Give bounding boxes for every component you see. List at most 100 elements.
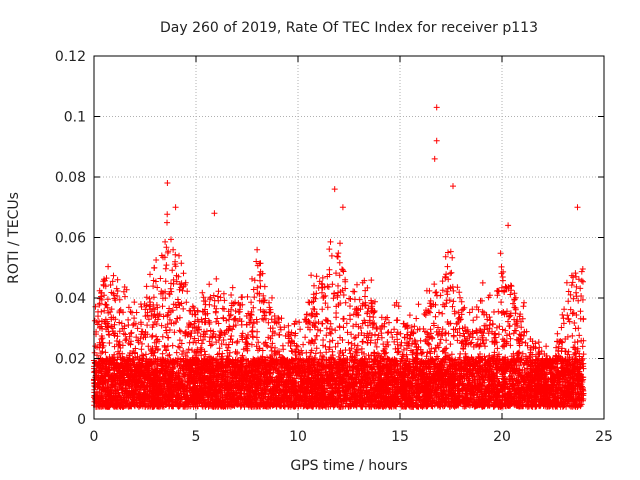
data-point: [254, 246, 261, 253]
data-point: [206, 338, 213, 345]
data-point: [498, 263, 505, 270]
data-point: [144, 322, 151, 329]
data-point: [226, 312, 233, 319]
data-point: [95, 308, 101, 315]
data-point: [173, 278, 180, 285]
data-point: [147, 271, 153, 278]
data-point: [432, 313, 439, 320]
data-point: [489, 321, 496, 328]
data-point: [214, 315, 221, 322]
data-point: [511, 304, 518, 311]
data-point: [447, 248, 454, 255]
data-point: [335, 282, 341, 289]
data-point: [450, 298, 457, 305]
data-point: [457, 294, 463, 301]
data-point: [105, 263, 112, 270]
data-point: [143, 283, 150, 290]
data-point: [577, 308, 584, 315]
data-point: [437, 336, 444, 343]
data-point: [99, 348, 106, 355]
data-point: [180, 305, 187, 312]
data-point: [480, 340, 487, 347]
data-point: [143, 294, 150, 301]
data-point: [324, 304, 331, 311]
data-point: [328, 252, 335, 259]
data-point: [388, 329, 395, 336]
data-point: [368, 332, 375, 339]
data-point: [573, 289, 579, 296]
data-point: [327, 320, 334, 327]
data-point: [170, 246, 177, 253]
data-point: [334, 340, 341, 347]
data-point: [184, 288, 191, 295]
data-point: [460, 306, 467, 313]
data-point: [326, 246, 333, 253]
data-point: [206, 281, 213, 288]
data-point: [251, 294, 258, 301]
data-point: [346, 312, 353, 319]
data-point: [180, 270, 187, 277]
data-point: [521, 299, 527, 306]
data-point: [326, 266, 333, 273]
data-point: [415, 301, 422, 308]
data-point: [571, 320, 578, 326]
data-point: [511, 290, 518, 297]
data-point: [554, 330, 561, 337]
data-point: [442, 273, 449, 280]
data-point: [449, 254, 456, 261]
data-point: [479, 279, 486, 286]
data-point: [576, 332, 583, 339]
data-point: [391, 326, 398, 333]
data-point: [494, 345, 501, 352]
data-point: [413, 315, 420, 322]
data-point: [565, 298, 572, 305]
data-point: [466, 309, 473, 316]
data-point: [359, 338, 366, 345]
data-point: [485, 330, 492, 337]
data-point: [482, 343, 488, 350]
data-point: [159, 303, 166, 310]
data-point: [442, 329, 449, 336]
data-point: [122, 337, 129, 344]
data-point: [436, 309, 442, 316]
data-point: [168, 236, 174, 243]
data-point: [150, 283, 157, 290]
data-point: [199, 289, 206, 296]
data-point: [447, 270, 454, 277]
data-point: [477, 297, 484, 304]
data-point: [228, 333, 235, 339]
data-point: [202, 351, 209, 358]
data-point: [578, 277, 585, 284]
data-point: [343, 320, 350, 327]
data-point: [157, 275, 164, 282]
data-point: [138, 346, 145, 353]
data-point: [145, 316, 152, 323]
data-point: [151, 264, 158, 271]
data-point: [164, 219, 170, 226]
data-point: [169, 342, 176, 349]
data-point: [128, 329, 135, 336]
data-point: [498, 299, 505, 306]
data-point: [229, 284, 236, 291]
data-point: [257, 277, 263, 284]
data-point: [300, 341, 307, 348]
data-point: [359, 320, 366, 327]
data-point: [176, 327, 183, 334]
data-point: [308, 272, 315, 279]
chart-title: Day 260 of 2019, Rate Of TEC Index for r…: [160, 20, 538, 36]
data-point: [372, 298, 378, 305]
data-point: [337, 288, 344, 295]
data-point: [198, 340, 205, 347]
data-point: [336, 259, 343, 266]
data-point: [473, 314, 480, 321]
data-point: [447, 341, 454, 348]
data-point: [131, 315, 138, 322]
data-point: [302, 334, 309, 341]
data-point: [200, 336, 207, 343]
data-point: [543, 343, 550, 350]
data-point: [173, 349, 180, 356]
data-point: [317, 327, 324, 334]
data-point: [535, 339, 542, 346]
data-point: [166, 351, 173, 358]
